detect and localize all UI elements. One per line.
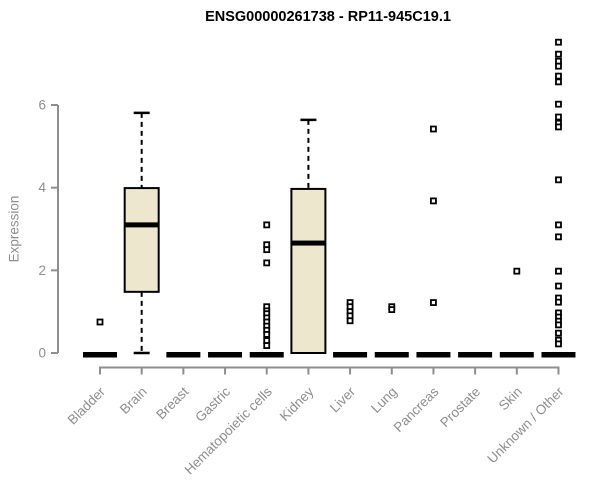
x-tick-label: Skin <box>496 384 525 413</box>
box-kidney <box>290 187 327 354</box>
box-brain <box>123 187 160 293</box>
outlier-point <box>346 317 354 325</box>
zero-bar <box>374 352 409 358</box>
outlier-point <box>513 267 521 275</box>
median-line <box>124 222 159 228</box>
outlier-point <box>555 233 562 241</box>
outlier-point <box>263 221 271 229</box>
outlier-point <box>555 267 562 275</box>
outlier-point <box>430 299 437 306</box>
zero-bar <box>166 352 201 358</box>
x-tick-label: Unknown / Other <box>484 384 567 467</box>
outlier-point <box>555 62 562 70</box>
y-tick-label: 4 <box>38 180 46 195</box>
outlier-point <box>96 318 104 326</box>
zero-bar <box>458 352 493 358</box>
outlier-point <box>555 282 562 290</box>
y-tick-label: 6 <box>38 98 46 113</box>
zero-bar <box>499 352 534 358</box>
outlier-point <box>555 340 562 348</box>
y-tick-label: 0 <box>38 346 46 361</box>
outlier-point <box>555 78 562 86</box>
x-tick-label: Prostate <box>437 384 483 430</box>
x-tick-label: Brain <box>117 384 150 417</box>
outlier-point <box>555 50 562 58</box>
outlier-point <box>555 100 562 108</box>
outlier-point <box>263 246 271 254</box>
zero-bar <box>249 352 284 358</box>
outlier-point <box>263 342 271 349</box>
y-tick-label: 2 <box>38 263 46 278</box>
zero-bar <box>83 352 117 358</box>
zero-bar <box>541 352 576 358</box>
outlier-point <box>555 329 562 337</box>
outlier-point <box>263 259 271 267</box>
outlier-point <box>555 113 562 121</box>
outlier-point <box>430 197 437 205</box>
outlier-point <box>555 176 562 184</box>
outlier-point <box>555 72 562 80</box>
outlier-point <box>555 321 562 329</box>
outlier-point <box>388 306 396 314</box>
y-axis-label: Expression <box>6 195 22 263</box>
outlier-point <box>555 38 562 46</box>
zero-bar <box>208 352 243 358</box>
outlier-point <box>263 331 271 338</box>
x-tick-label: Bladder <box>65 384 109 428</box>
x-tick-label: Pancreas <box>391 384 442 435</box>
x-tick-label: Gastric <box>192 384 233 425</box>
x-tick-label: Lung <box>368 384 400 416</box>
zero-bar <box>333 352 368 358</box>
x-tick-label: Liver <box>327 384 359 416</box>
median-line <box>291 240 326 246</box>
outlier-point <box>555 221 562 229</box>
zero-bar <box>416 352 451 358</box>
outlier-point <box>555 298 562 306</box>
x-tick-label: Kidney <box>277 384 317 424</box>
outlier-point <box>555 123 562 131</box>
outlier-point <box>430 125 437 133</box>
x-tick-label: Breast <box>153 384 191 422</box>
chart-title: ENSG00000261738 - RP11-945C19.1 <box>205 9 451 25</box>
